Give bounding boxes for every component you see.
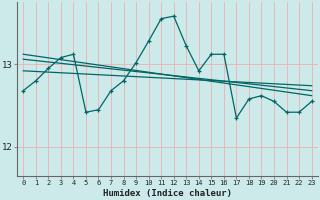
X-axis label: Humidex (Indice chaleur): Humidex (Indice chaleur) <box>103 189 232 198</box>
